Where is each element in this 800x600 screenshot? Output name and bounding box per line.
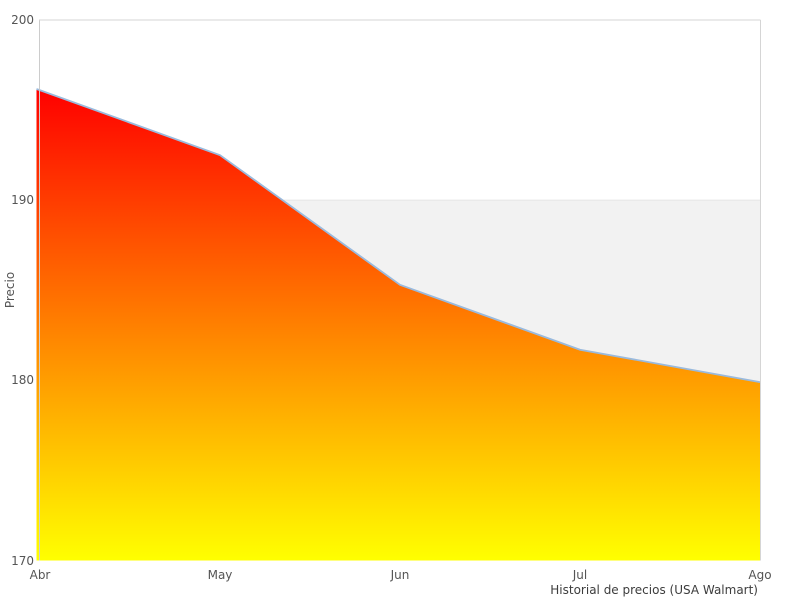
y-tick-200: 200 (11, 13, 34, 27)
x-tick-jul: Jul (572, 568, 588, 582)
price-area (36, 89, 760, 561)
x-tick-jun: Jun (390, 568, 410, 582)
y-tick-180: 180 (11, 373, 34, 388)
y-axis-title: Precio (3, 271, 17, 309)
y-tick-170: 170 (11, 553, 34, 568)
x-tick-ago: Ago (748, 568, 772, 582)
chart-caption: Historial de precios (USA Walmart) (550, 583, 758, 597)
y-tick-190: 190 (11, 193, 34, 208)
x-tick-abr: Abr (29, 568, 51, 582)
x-tick-may: May (207, 568, 233, 582)
